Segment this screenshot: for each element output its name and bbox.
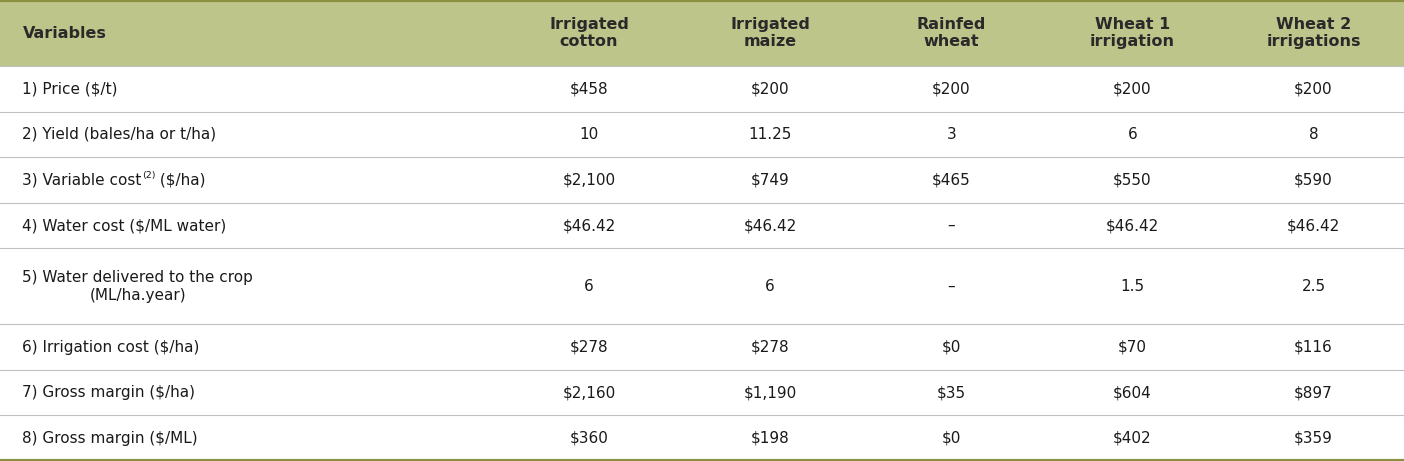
Text: $116: $116 <box>1294 340 1332 355</box>
Text: $749: $749 <box>751 172 789 188</box>
Text: $2,100: $2,100 <box>563 172 615 188</box>
Text: Variables: Variables <box>22 25 107 41</box>
Text: 1) Price ($/t): 1) Price ($/t) <box>22 82 118 96</box>
Text: Irrigated
maize: Irrigated maize <box>730 17 810 49</box>
Text: $198: $198 <box>751 431 789 446</box>
Bar <box>0 370 1404 415</box>
Text: $550: $550 <box>1113 172 1151 188</box>
Text: $360: $360 <box>570 431 608 446</box>
Text: 2.5: 2.5 <box>1302 279 1325 294</box>
Text: $278: $278 <box>751 340 789 355</box>
Text: 8) Gross margin ($/ML): 8) Gross margin ($/ML) <box>22 431 198 446</box>
Bar <box>0 415 1404 461</box>
Bar <box>0 112 1404 157</box>
Text: 6: 6 <box>584 279 594 294</box>
Text: 2) Yield (bales/ha or t/ha): 2) Yield (bales/ha or t/ha) <box>22 127 216 142</box>
Text: 1.5: 1.5 <box>1120 279 1144 294</box>
Text: $70: $70 <box>1118 340 1147 355</box>
Text: $200: $200 <box>1294 82 1332 96</box>
Text: $0: $0 <box>942 340 960 355</box>
Bar <box>0 157 1404 203</box>
Text: 4) Water cost ($/ML water): 4) Water cost ($/ML water) <box>22 218 226 233</box>
Text: Irrigated
cotton: Irrigated cotton <box>549 17 629 49</box>
Text: 6: 6 <box>765 279 775 294</box>
Text: $604: $604 <box>1113 385 1151 400</box>
Text: $0: $0 <box>942 431 960 446</box>
Text: $402: $402 <box>1113 431 1151 446</box>
Bar <box>0 248 1404 325</box>
Text: $46.42: $46.42 <box>1106 218 1158 233</box>
Text: Rainfed
wheat: Rainfed wheat <box>917 17 986 49</box>
Text: $46.42: $46.42 <box>744 218 796 233</box>
Text: $35: $35 <box>936 385 966 400</box>
Text: Wheat 2
irrigations: Wheat 2 irrigations <box>1266 17 1360 49</box>
Text: –: – <box>948 218 955 233</box>
Text: 3: 3 <box>946 127 956 142</box>
Text: $590: $590 <box>1294 172 1332 188</box>
Text: $458: $458 <box>570 82 608 96</box>
Text: $359: $359 <box>1294 431 1332 446</box>
Text: $2,160: $2,160 <box>563 385 615 400</box>
Text: $897: $897 <box>1294 385 1332 400</box>
Text: 7) Gross margin ($/ha): 7) Gross margin ($/ha) <box>22 385 195 400</box>
Text: $46.42: $46.42 <box>563 218 615 233</box>
Text: $46.42: $46.42 <box>1287 218 1339 233</box>
Text: 11.25: 11.25 <box>748 127 792 142</box>
Text: $200: $200 <box>932 82 970 96</box>
Text: 6) Irrigation cost ($/ha): 6) Irrigation cost ($/ha) <box>22 340 199 355</box>
Text: $465: $465 <box>932 172 970 188</box>
Bar <box>0 66 1404 112</box>
Text: 6: 6 <box>1127 127 1137 142</box>
Text: $200: $200 <box>1113 82 1151 96</box>
Text: 5) Water delivered to the crop
(ML/ha.year): 5) Water delivered to the crop (ML/ha.ye… <box>22 270 253 302</box>
Text: $1,190: $1,190 <box>744 385 796 400</box>
Bar <box>0 203 1404 248</box>
Text: ($/ha): ($/ha) <box>156 172 206 188</box>
Text: 3) Variable cost: 3) Variable cost <box>22 172 142 188</box>
Text: –: – <box>948 279 955 294</box>
Text: 10: 10 <box>580 127 598 142</box>
Bar <box>0 0 1404 66</box>
Text: $200: $200 <box>751 82 789 96</box>
Text: (2): (2) <box>142 171 156 180</box>
Bar <box>0 325 1404 370</box>
Text: Wheat 1
irrigation: Wheat 1 irrigation <box>1090 17 1175 49</box>
Text: 8: 8 <box>1309 127 1318 142</box>
Text: $278: $278 <box>570 340 608 355</box>
